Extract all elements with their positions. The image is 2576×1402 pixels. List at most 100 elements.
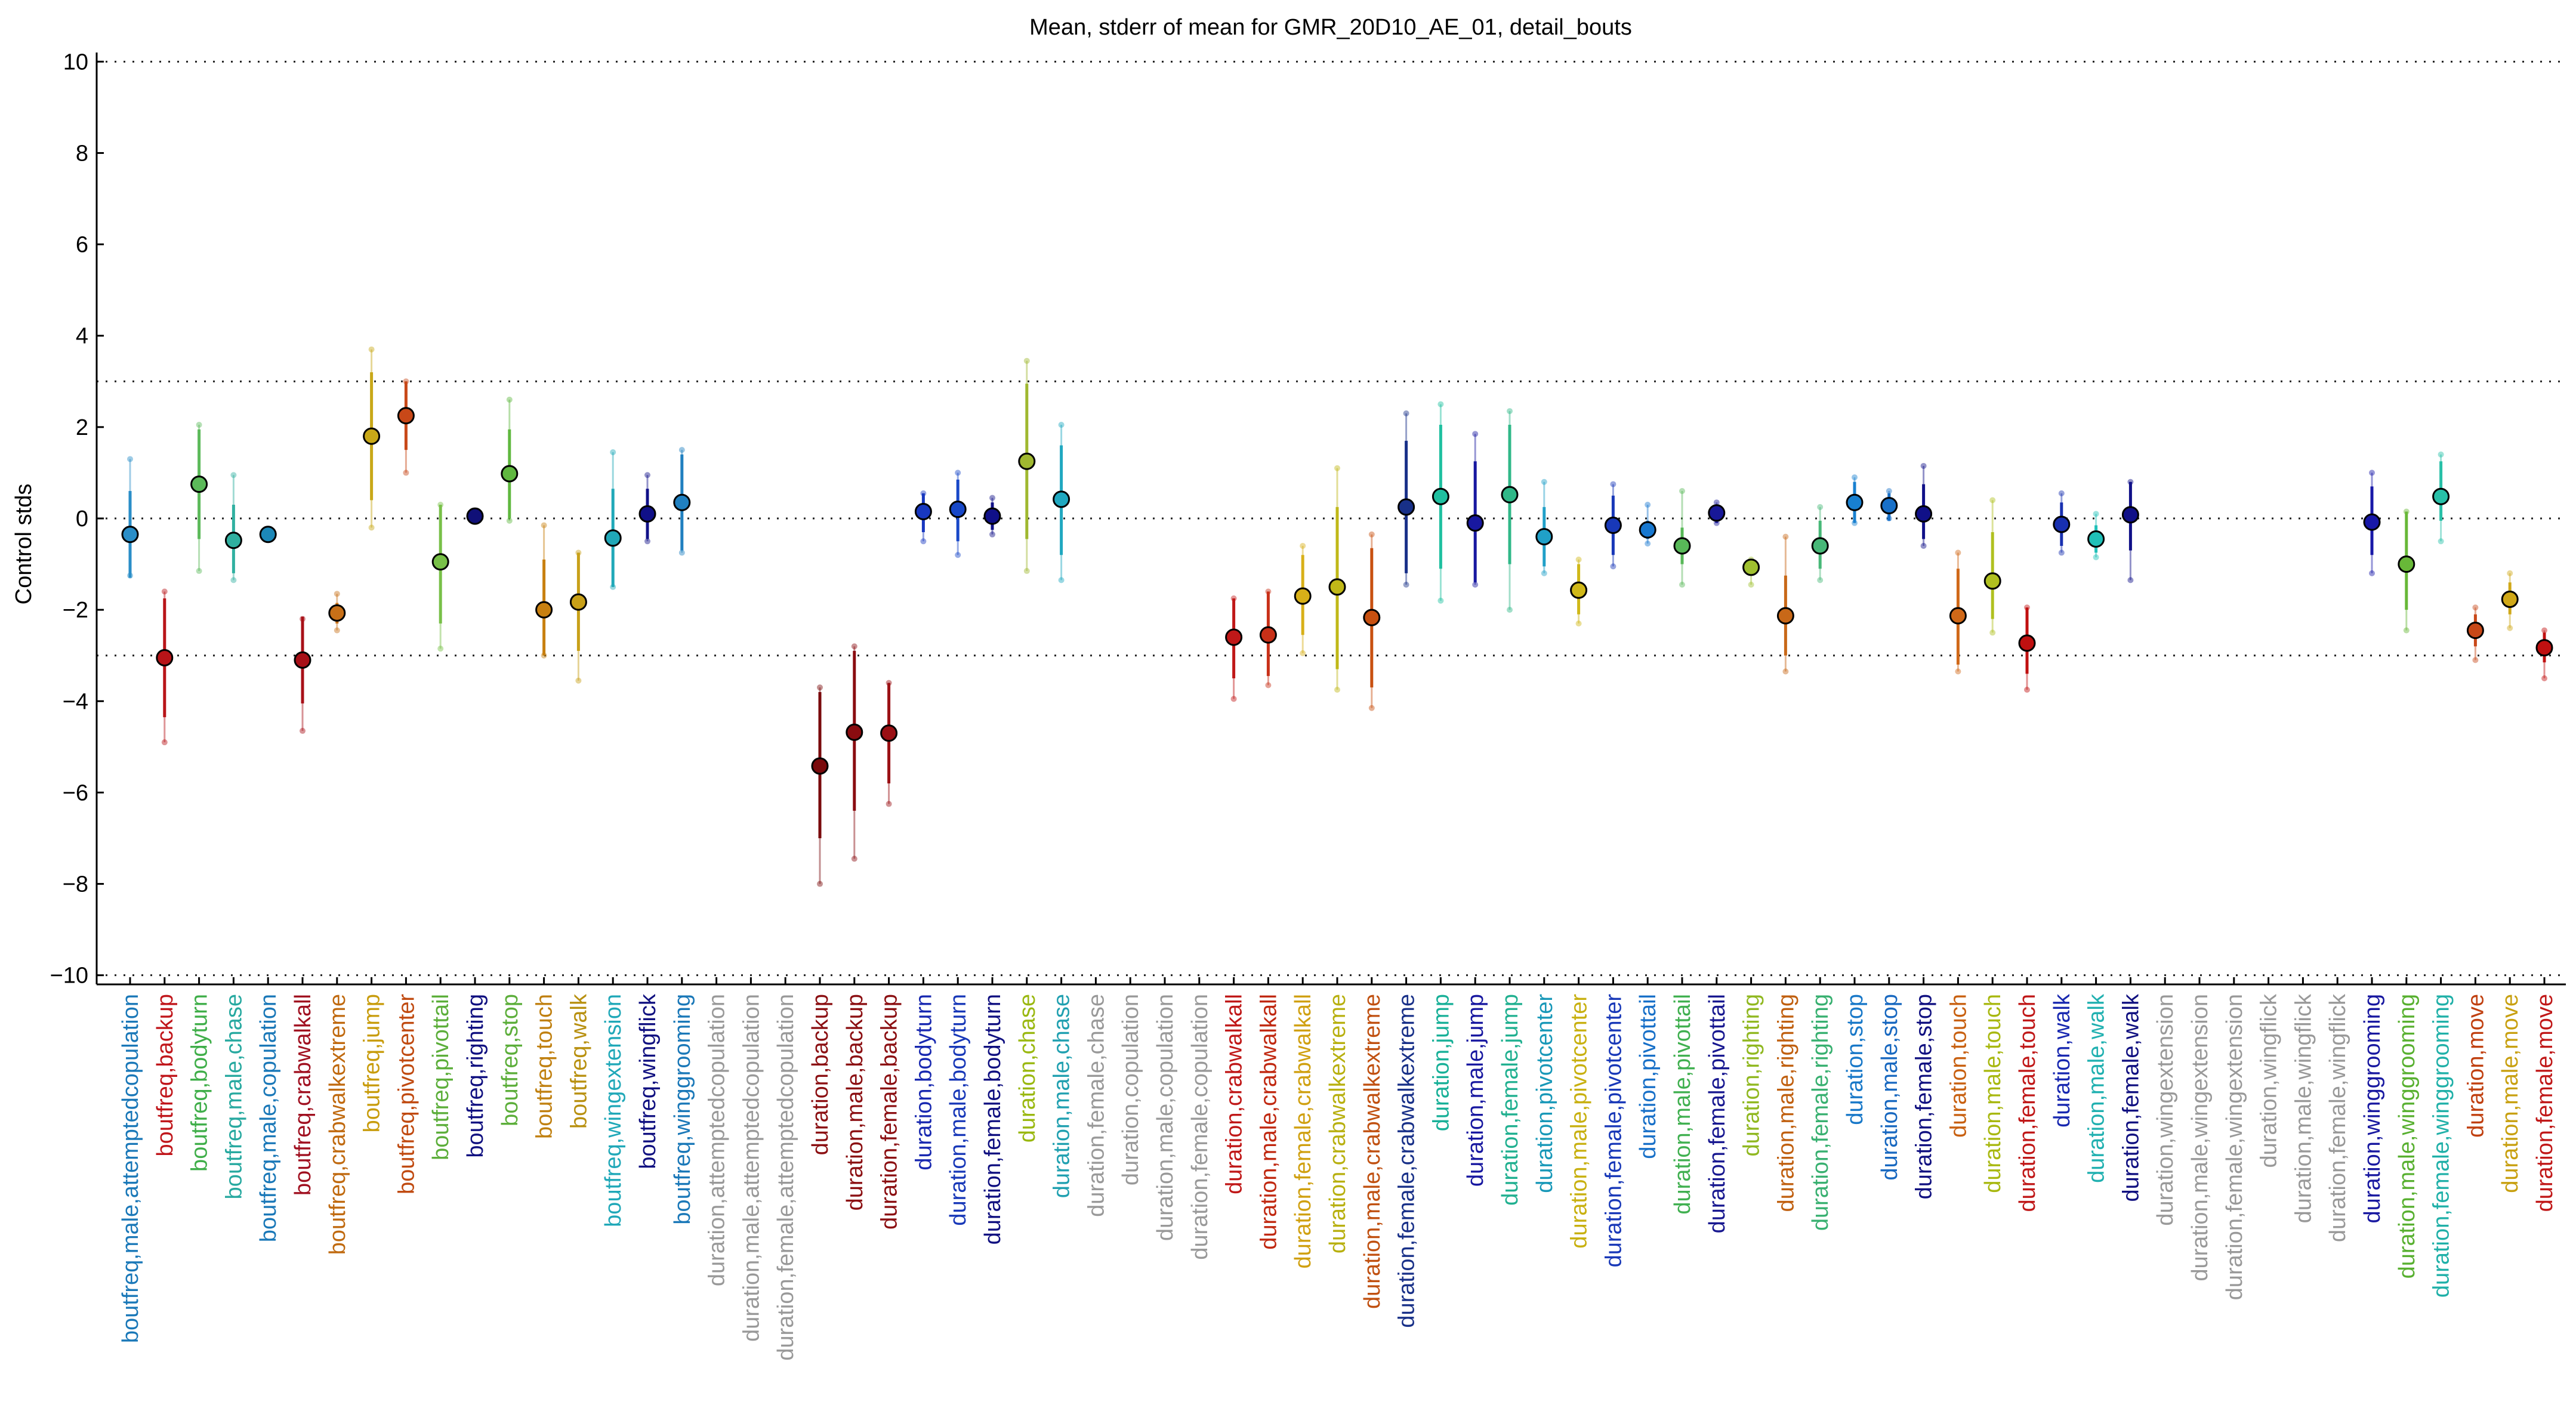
error-cap [1610, 481, 1616, 487]
x-tick-label: duration,female,backup [877, 994, 902, 1230]
mean-point [1673, 537, 1691, 555]
error-cap [678, 447, 685, 453]
error-cap [437, 646, 444, 652]
mean-point [1259, 626, 1277, 644]
x-tick-label: boutfreq,righting [463, 994, 488, 1158]
x-tick-label: boutfreq,backup [153, 994, 178, 1157]
mean-point [2398, 555, 2415, 573]
mean-point [949, 501, 967, 518]
mean-point [2363, 513, 2381, 531]
x-tick-label: boutfreq,stop [498, 994, 523, 1126]
mean-point [1535, 528, 1553, 546]
x-tick-label: duration,bodyturn [911, 994, 936, 1171]
error-cap [2093, 554, 2099, 561]
mean-point [1018, 452, 1036, 470]
mean-point [914, 503, 932, 521]
error-cap [1920, 462, 1927, 469]
error-cap [1852, 474, 1858, 481]
mean-point [846, 723, 863, 741]
x-tick-label: duration,backup [808, 994, 833, 1155]
error-cap [1748, 582, 1754, 588]
x-tick-label: boutfreq,walk [566, 993, 591, 1129]
error-cap [1403, 582, 1409, 588]
error-cap [1058, 422, 1065, 428]
error-cap [2058, 490, 2065, 496]
data-series [121, 346, 2553, 887]
x-tick-label: duration,female,righting [1808, 994, 1833, 1231]
mean-point [1397, 498, 1415, 516]
x-tick-label: duration,attemptedcopulation [705, 994, 730, 1286]
x-tick-label: boutfreq,male,chase [221, 994, 246, 1199]
mean-point [604, 529, 622, 547]
y-axis-label: Control stds [11, 484, 36, 605]
x-tick-label: duration,male,crabwalkextreme [1360, 994, 1385, 1309]
mean-point [2121, 506, 2139, 524]
y-tick-label: −10 [50, 964, 88, 989]
mean-point [880, 724, 898, 742]
x-tick-label: duration,male,winggrooming [2395, 994, 2420, 1279]
x-tick-label: duration,chase [1015, 994, 1040, 1142]
mean-point [1811, 537, 1829, 555]
error-cap [1334, 687, 1340, 693]
x-axis: boutfreq,male,attemptedcopulation boutfre… [118, 977, 2558, 1361]
x-tick-label: duration,male,stop [1877, 994, 1902, 1181]
error-cap [2507, 625, 2513, 631]
x-tick-label: duration,female,copulation [1187, 994, 1213, 1260]
error-cap [196, 568, 202, 575]
mean-point [1949, 607, 1967, 625]
error-cap [127, 456, 133, 462]
error-cap [817, 684, 823, 691]
error-cap [2438, 538, 2444, 545]
error-cap [2024, 687, 2030, 693]
mean-point [501, 465, 519, 483]
x-tick-label: duration,male,attemptedcopulation [739, 994, 764, 1342]
x-tick-label: duration,female,attemptedcopulation [773, 994, 798, 1361]
error-cap [1575, 556, 1582, 563]
y-tick-label: 8 [76, 141, 88, 166]
mean-point [121, 526, 139, 543]
x-tick-label: boutfreq,pivottail [428, 994, 454, 1160]
error-cap [368, 346, 375, 353]
x-tick-label: duration,male,touch [1980, 994, 2006, 1193]
x-tick-label: duration,stop [1843, 994, 1868, 1125]
x-tick-label: duration,female,touch [2015, 994, 2040, 1212]
x-tick-label: boutfreq,crabwalkall [291, 994, 316, 1196]
mean-point [638, 505, 656, 523]
x-tick-label: boutfreq,pivotcenter [394, 994, 419, 1194]
error-cap [2369, 570, 2375, 576]
x-tick-label: duration,male,walk [2084, 993, 2109, 1183]
mean-point [811, 757, 829, 775]
error-cap [1023, 568, 1030, 575]
error-cap [1541, 570, 1547, 576]
x-tick-label: boutfreq,crabwalkextreme [325, 994, 350, 1255]
mean-point [2535, 639, 2553, 657]
y-tick-label: 10 [63, 50, 88, 75]
mean-point [1294, 587, 1312, 605]
x-tick-label: duration,righting [1739, 994, 1764, 1157]
mean-point [1053, 490, 1070, 508]
x-tick-label: duration,female,crabwalkextreme [1395, 994, 1420, 1328]
mean-point [431, 553, 449, 571]
y-tick-label: −2 [63, 598, 88, 623]
error-cap [1817, 504, 1824, 510]
y-tick-label: 4 [76, 324, 88, 349]
y-tick-label: 2 [76, 415, 88, 440]
x-tick-label: duration,crabwalkall [1222, 994, 1247, 1194]
error-cap [1023, 357, 1030, 364]
error-cap [575, 677, 582, 684]
error-cap [334, 627, 340, 634]
error-cap [2472, 604, 2479, 611]
error-cap [1507, 408, 1513, 415]
x-tick-label: boutfreq,male,attemptedcopulation [118, 994, 143, 1343]
mean-point [1983, 572, 2001, 590]
error-cap [1403, 410, 1409, 416]
mean-point [224, 532, 242, 549]
error-cap [2472, 657, 2479, 663]
error-cap [1541, 478, 1547, 485]
mean-point [397, 407, 415, 425]
error-cap [2438, 451, 2444, 458]
x-tick-label: duration,female,wingextension [2222, 994, 2247, 1300]
x-tick-label: duration,male,wingflick [2291, 993, 2316, 1223]
mean-point [1466, 514, 1484, 532]
mean-point [1570, 581, 1588, 599]
